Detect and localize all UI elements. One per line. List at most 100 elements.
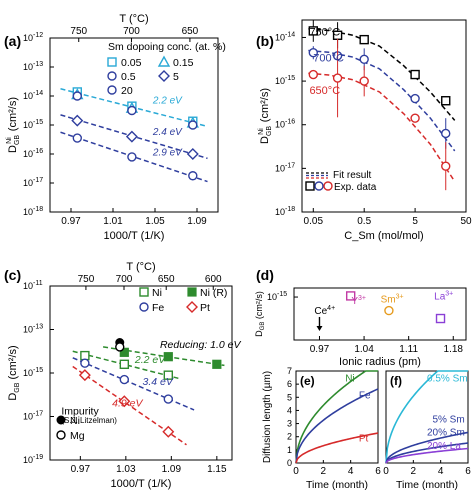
data-point bbox=[345, 291, 356, 301]
data-point bbox=[441, 96, 451, 106]
data-point bbox=[119, 347, 129, 357]
y-tick-label: 10-13 bbox=[23, 324, 43, 335]
x-tick-label: 2 bbox=[411, 466, 417, 477]
legend-label: Fit result bbox=[333, 170, 372, 181]
x-tick-label: 0.97 bbox=[61, 216, 81, 227]
data-point bbox=[332, 73, 343, 83]
x-tick-label: 0.05 bbox=[304, 216, 324, 227]
plot-frame bbox=[385, 370, 469, 464]
plot-frame bbox=[295, 370, 379, 464]
data-point bbox=[410, 69, 420, 80]
y-tick-label: 10-15 bbox=[267, 291, 287, 302]
data-point bbox=[410, 113, 420, 123]
x-tick-label: 0 bbox=[293, 466, 299, 477]
legend-marker bbox=[305, 181, 315, 191]
annotation: 2.9 eV bbox=[152, 147, 183, 158]
ion-label: Y3+ bbox=[351, 295, 366, 307]
panel-label-c: (c) bbox=[4, 267, 21, 283]
legend-label: 0.05 bbox=[121, 57, 142, 69]
data-point bbox=[163, 370, 174, 380]
x-tick-label: 5 bbox=[412, 216, 418, 227]
legend-label: Ni bbox=[70, 415, 80, 427]
annotation: (S.J. Litzelman) bbox=[61, 416, 117, 425]
panel-a: 0.97 1.01 1.05 1.09 10-18 10-17 10-16 10-15 10-1… bbox=[6, 13, 226, 242]
fit-line bbox=[308, 72, 456, 182]
legend-label: Ni bbox=[152, 287, 162, 299]
y-axis-label: DGB (cm²/s) bbox=[254, 291, 266, 337]
x-tick-label: 1.05 bbox=[145, 216, 165, 227]
legend-label: 0.5 bbox=[121, 71, 136, 83]
plot-frame bbox=[301, 19, 467, 213]
series-curve bbox=[385, 431, 469, 464]
series-curve bbox=[295, 370, 378, 464]
x-tick-label: 1.11 bbox=[399, 344, 418, 355]
legend-marker bbox=[139, 302, 149, 312]
data-point bbox=[410, 93, 420, 104]
legend-marker bbox=[158, 70, 170, 82]
data-point bbox=[212, 359, 222, 369]
x-tick-label: 6 bbox=[465, 466, 471, 477]
annotation: 3.4 eV bbox=[143, 376, 174, 388]
data-point bbox=[163, 352, 173, 362]
series-label: 20% La bbox=[427, 441, 461, 452]
y-axis-label: DGBNi (cm²/s) bbox=[6, 97, 21, 153]
data-point bbox=[162, 425, 175, 438]
legend-title: Sm dopoing conc. (at. %) bbox=[108, 41, 226, 53]
x-tick-label: 1.03 bbox=[116, 464, 136, 475]
y-tick-label: 10-17 bbox=[23, 411, 43, 422]
panel-b: 0.05 0.5 5 50 10-18 10-17 10-16 10-15 10-14 750°C… bbox=[258, 19, 472, 242]
y-tick-label: 5 bbox=[287, 392, 292, 402]
y-tick-label: 1 bbox=[287, 445, 292, 455]
data-point bbox=[80, 358, 90, 368]
x-tick-label: 0 bbox=[383, 466, 389, 477]
x-tick-label: 1.18 bbox=[444, 344, 464, 355]
y-tick-label: 10-16 bbox=[275, 119, 295, 130]
y-tick-label: 4 bbox=[287, 405, 292, 415]
x-tick-label: 1.04 bbox=[354, 344, 374, 355]
y-tick-label: 10-12 bbox=[23, 32, 43, 43]
annotation: 4.9 eV bbox=[112, 398, 143, 410]
legend-label: 20 bbox=[121, 85, 133, 97]
annotation: 2.4 eV bbox=[152, 127, 183, 138]
fit-line bbox=[72, 350, 180, 380]
data-point bbox=[72, 133, 83, 143]
panel-c: 0.97 1.03 1.09 1.15 10-19 10-17 10-15 10-13 10-1… bbox=[7, 261, 242, 490]
top-tick-label: 650 bbox=[158, 274, 175, 285]
data-point bbox=[359, 34, 369, 45]
series-curve bbox=[385, 447, 469, 464]
fit-line bbox=[72, 357, 195, 411]
annotation: Reducing: 1.0 eV bbox=[160, 339, 242, 351]
y-tick-label: 10-15 bbox=[275, 75, 295, 86]
top-tick-label: 600 bbox=[205, 274, 222, 285]
x-axis-label: Time (month) bbox=[396, 479, 458, 491]
plot-frame bbox=[293, 287, 467, 341]
y-tick-label: 0 bbox=[287, 458, 292, 468]
panel-tag: (e) bbox=[300, 374, 315, 388]
data-point bbox=[435, 313, 446, 324]
x-tick-label: 6 bbox=[375, 466, 381, 477]
data-point bbox=[359, 54, 369, 64]
x-tick-label: 1.15 bbox=[207, 464, 227, 475]
data-point bbox=[308, 48, 318, 58]
data-point bbox=[441, 161, 451, 171]
data-point bbox=[125, 130, 138, 143]
plots-layer: 0.97 1.01 1.05 1.09 10-18 10-17 10-16 10-15 10-1… bbox=[6, 13, 472, 491]
data-point bbox=[127, 105, 137, 116]
data-point bbox=[308, 69, 318, 80]
panel-f: (f) 0 2 4 6 0.5% Sm 5% Sm 20% Sm 20% La Time (mon… bbox=[383, 370, 471, 491]
x-tick-label: 1.09 bbox=[162, 464, 182, 475]
y-tick-label: 3 bbox=[287, 419, 292, 429]
legend-marker bbox=[56, 430, 66, 440]
fit-line bbox=[308, 49, 456, 152]
top-tick-label: 650 bbox=[182, 26, 199, 37]
x-axis-label: Time (month) bbox=[306, 479, 368, 491]
y-tick-label: 10-18 bbox=[275, 206, 295, 217]
y-tick-label: 10-19 bbox=[23, 454, 43, 465]
data-point bbox=[119, 359, 130, 369]
series-label: Fe bbox=[359, 391, 371, 402]
data-point bbox=[72, 91, 83, 101]
legend-marker bbox=[107, 57, 117, 67]
y-tick-label: 10-11 bbox=[23, 280, 43, 291]
series-label: Ni bbox=[345, 374, 354, 385]
legend-label: Mg bbox=[70, 430, 85, 442]
